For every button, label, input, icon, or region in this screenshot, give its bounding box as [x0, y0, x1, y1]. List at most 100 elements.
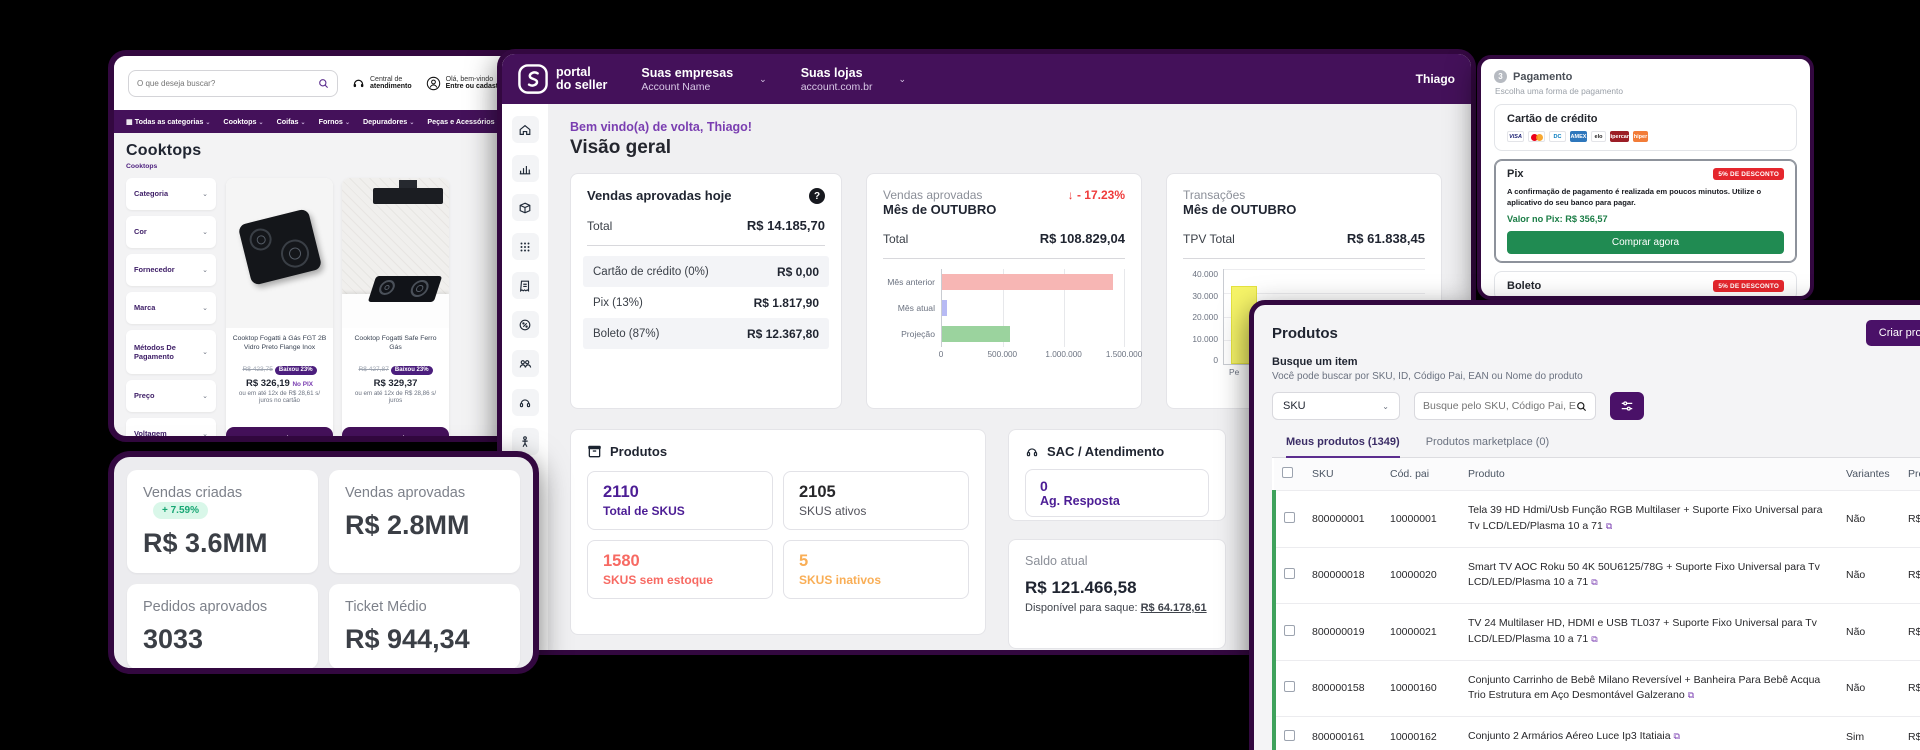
discount-badge: Baixou 23% — [390, 365, 433, 375]
external-link-icon[interactable]: ⧉ — [1605, 520, 1613, 531]
table-row[interactable]: 800000018 10000020 Smart TV AOC Roku 50 4… — [1272, 546, 1920, 604]
total-label: Total — [883, 232, 909, 246]
tab-my-products[interactable]: Meus produtos (1349) — [1286, 436, 1400, 458]
view-product-button[interactable]: Ver produto — [342, 427, 449, 436]
filter-voltagem[interactable]: Voltagem ⌄ — [126, 418, 216, 436]
transactions-title: Mês de OUTUBRO — [1183, 202, 1297, 217]
product-search-box[interactable] — [1414, 392, 1596, 420]
dashboard-header: portal do seller Suas empresas Account Na… — [502, 54, 1471, 104]
companies-menu[interactable]: Suas empresas Account Name ⌄ — [641, 66, 766, 93]
brand-line1: portal — [556, 64, 591, 79]
filter-marca[interactable]: Marca ⌄ — [126, 292, 216, 324]
external-link-icon[interactable]: ⧉ — [1687, 690, 1695, 701]
kpi-vendas-aprovadas: Vendas aprovadas R$ 2.8MM — [329, 470, 520, 573]
pix-note: No PIX — [292, 381, 314, 388]
row-checkbox[interactable] — [1284, 568, 1295, 580]
sidebar-item-analytics[interactable] — [511, 155, 539, 182]
sidebar-item-home[interactable] — [511, 116, 539, 143]
account-link[interactable]: Olá, bem-vindo Entre ou cadastre — [426, 76, 505, 91]
nav-item-cooktops[interactable]: Cooktops ⌄ — [223, 117, 264, 126]
chart-y-axis: 40.000 30.000 20.000 10.000 0 — [1192, 269, 1218, 365]
table-row[interactable]: 800000161 10000162 Conjunto 2 Armários Aé… — [1272, 716, 1920, 750]
installments: ou em até 12x de R$ 28,61 s/ juros no ca… — [238, 390, 321, 404]
kpi-pedidos-aprovados: Pedidos aprovados 3033 — [127, 584, 318, 668]
nav-item-all-categories[interactable]: ▦ Todas as categorias ⌄ — [126, 117, 211, 126]
nav-item-pecas[interactable]: Peças e Acessórios⌄ — [427, 117, 501, 126]
brand-icon — [518, 64, 548, 94]
filter-metodos-pagamento[interactable]: Métodos De Pagamento ⌄ — [126, 330, 216, 374]
chevron-down-icon: ⌄ — [300, 120, 306, 126]
balance-title: Saldo atual — [1025, 554, 1088, 568]
sidebar-item-apps[interactable] — [511, 233, 539, 260]
external-link-icon[interactable]: ⧉ — [1591, 577, 1598, 588]
card-brands-row: VISA DC AMEX elo Hipercard hiper — [1507, 131, 1784, 142]
nav-item-fornos[interactable]: Fornos ⌄ — [318, 117, 350, 126]
boleto-discount-badge: 5% DE DESCONTO — [1713, 280, 1784, 293]
filter-fornecedor[interactable]: Fornecedor ⌄ — [126, 254, 216, 286]
storefront-window: Central de atendimento Olá, bem-vindo En… — [108, 50, 528, 442]
product-card[interactable]: Cooktop Fogatti Safe Ferro Gás R$ 427,87… — [342, 178, 449, 436]
credit-card-option[interactable]: Cartão de crédito VISA DC AMEX elo Hiper… — [1494, 104, 1797, 151]
table-row[interactable]: 800000019 10000021 TV 24 Multilaser HD, H… — [1272, 603, 1920, 660]
table-row[interactable]: 800000158 10000160 Conjunto Carrinho de B… — [1272, 659, 1920, 717]
stores-menu[interactable]: Suas lojas account.com.br ⌄ — [801, 66, 906, 93]
sidebar-item-orders[interactable] — [511, 272, 539, 299]
chart-x-axis: 0 500.000 1.000.000 1.500.000 — [938, 350, 1143, 359]
row-checkbox[interactable] — [1284, 624, 1295, 636]
create-product-button[interactable]: Criar produto — [1865, 320, 1920, 346]
sidebar-item-sales[interactable] — [511, 428, 539, 455]
buy-now-button[interactable]: Comprar agora — [1507, 231, 1784, 255]
bar-chart-icon — [519, 165, 531, 174]
payment-subtitle: Escolha uma forma de pagamento — [1495, 86, 1624, 96]
product-search-input[interactable] — [1423, 400, 1576, 412]
external-link-icon[interactable]: ⧉ — [1673, 731, 1680, 741]
view-product-button[interactable]: Ver produto — [226, 427, 333, 436]
table-row[interactable]: 800000001 10000001 Tela 39 HD Hdmi/Usb Fu… — [1272, 490, 1920, 547]
product-price: R$ 329,37 — [373, 378, 418, 389]
boleto-option[interactable]: Boleto 5% DE DESCONTO — [1494, 271, 1797, 296]
balance-available: Disponível para saque: R$ 64.178,61 — [1025, 602, 1207, 614]
nav-item-depuradores[interactable]: Depuradores ⌄ — [362, 117, 415, 126]
sidebar-item-support[interactable] — [511, 389, 539, 416]
visa-icon: VISA — [1507, 131, 1524, 142]
chevron-down-icon: ⌄ — [898, 73, 907, 84]
help-center-link[interactable]: Central de atendimento — [352, 76, 412, 90]
filter-cor[interactable]: Cor ⌄ — [126, 216, 216, 248]
row-checkbox[interactable] — [1284, 681, 1295, 693]
search-type-select[interactable]: SKU ⌄ — [1272, 392, 1400, 420]
user-name[interactable]: Thiago — [1415, 72, 1455, 86]
filter-preco[interactable]: Preço ⌄ — [126, 380, 216, 412]
nav-item-coifas[interactable]: Coifas ⌄ — [276, 117, 306, 126]
shopper-icon — [522, 435, 528, 447]
product-card[interactable]: Cooktop Fogatti à Gás FGT 2B Vidro Preto… — [226, 178, 333, 436]
no-stock-skus-card: 1580 SKUS sem estoque — [587, 540, 773, 599]
storefront-search[interactable] — [128, 69, 338, 97]
sidebar-item-promotions[interactable] — [511, 311, 539, 338]
help-icon[interactable]: ? — [809, 188, 825, 204]
today-sales-title: Vendas aprovadas hoje — [587, 188, 732, 203]
payment-method-row: Cartão de crédito (0%) R$ 0,00 — [583, 256, 829, 287]
row-checkbox[interactable] — [1284, 511, 1295, 523]
tab-marketplace-products[interactable]: Produtos marketplace (0) — [1425, 436, 1550, 448]
select-all-checkbox[interactable] — [1282, 467, 1293, 478]
row-checkbox[interactable] — [1284, 729, 1295, 741]
portal-do-seller-logo[interactable]: portal do seller — [518, 64, 607, 94]
external-link-icon[interactable]: ⧉ — [1591, 633, 1598, 644]
products-summary-card: Produtos 2110 Total de SKUS 2105 SKUS ativ… — [570, 429, 986, 635]
filters-button[interactable] — [1610, 392, 1644, 420]
product-old-price: R$ 427,87 — [358, 366, 389, 373]
search-icon[interactable] — [1576, 401, 1587, 412]
sidebar-item-customers[interactable] — [511, 350, 539, 377]
search-icon[interactable] — [318, 78, 329, 89]
sidebar-item-products[interactable] — [511, 194, 539, 221]
hiper-icon: hiper — [1633, 131, 1648, 142]
bar-mes-anterior — [942, 274, 1113, 290]
diners-icon: DC — [1549, 131, 1566, 142]
product-price: R$ 326,19 No PIX — [245, 378, 314, 389]
payment-method-row: Pix (13%) R$ 1.817,90 — [593, 295, 819, 310]
filter-categoria[interactable]: Categoria ⌄ — [126, 178, 216, 210]
pix-option[interactable]: Pix 5% DE DESCONTO A confirmação de paga… — [1494, 159, 1797, 264]
receipt-icon — [519, 280, 530, 292]
table-header-row: SKU Cód. pai Produto Variantes Preço — [1274, 458, 1920, 491]
storefront-search-input[interactable] — [137, 78, 318, 88]
